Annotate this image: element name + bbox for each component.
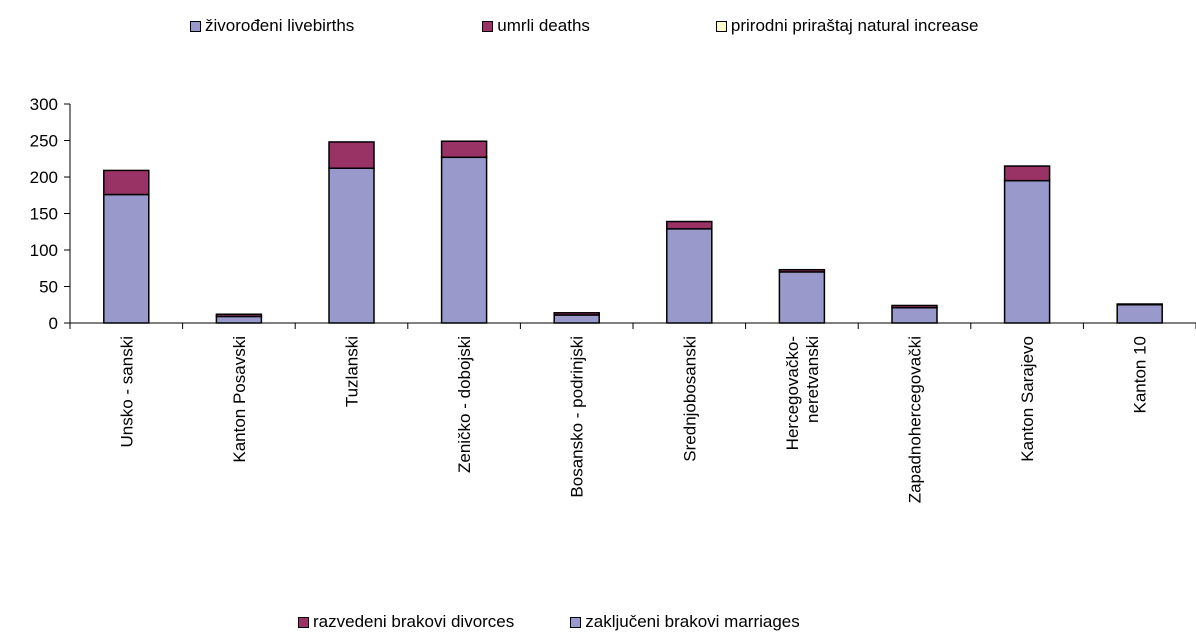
bottom-legend: razvedeni brakovi divorces zaključeni br… <box>298 612 800 632</box>
bar-divorces <box>440 140 488 159</box>
x-tick-label: Kanton 10 <box>1131 336 1150 414</box>
y-tick-label: 50 <box>39 278 58 297</box>
bar-divorces <box>553 312 600 316</box>
x-tick-label: Kanton Sarajevo <box>1018 336 1037 462</box>
bar-divorces <box>891 304 938 309</box>
x-tick-label: Unsko - sanski <box>117 336 136 447</box>
bar-divorces <box>328 141 375 169</box>
bar-divorces <box>778 268 826 273</box>
x-tick-label: Zapadnohercegovački <box>906 336 925 503</box>
x-tick-label: Zeničko - dobojski <box>455 336 474 473</box>
bar-marriages <box>666 228 713 324</box>
bar-marriages <box>1003 179 1051 324</box>
bar-divorces <box>1003 165 1051 182</box>
legend-label-livebirths: živorođeni livebirths <box>205 16 355 35</box>
legend-item-divorces: razvedeni brakovi divorces <box>298 612 514 632</box>
legend-label-natural-increase: prirodni priraštaj natural increase <box>730 16 979 35</box>
y-tick-label: 150 <box>30 205 58 224</box>
y-tick-label: 200 <box>30 168 58 187</box>
bar-marriages <box>553 314 600 324</box>
legend-item-deaths: umrli deaths <box>482 16 590 36</box>
x-tick-label: Kanton Posavski <box>230 336 249 463</box>
bar-marriages <box>215 315 263 324</box>
legend-swatch-deaths <box>482 20 494 32</box>
bar-marriages <box>103 193 150 324</box>
legend-item-natural-increase: prirodni priraštaj natural increase <box>715 16 979 36</box>
bar-marriages <box>891 306 938 324</box>
bar-marriages <box>328 167 375 324</box>
x-tick-label: Bosansko - podrinjski <box>568 336 587 498</box>
x-tick-label: Tuzlanski <box>343 336 362 407</box>
bar-divorces <box>666 220 713 230</box>
legend-label-marriages: zaključeni brakovi marriages <box>585 612 800 631</box>
x-tick-label: Srednjobosanski <box>680 336 699 462</box>
legend-label-deaths: umrli deaths <box>497 16 590 35</box>
legend-label-divorces: razvedeni brakovi divorces <box>313 612 515 631</box>
y-tick-label: 250 <box>30 132 58 151</box>
top-legend: živorođeni livebirths umrli deaths priro… <box>190 16 978 36</box>
bar-divorces <box>1116 303 1163 306</box>
legend-item-marriages: zaključeni brakovi marriages <box>570 612 800 632</box>
y-tick-label: 100 <box>30 241 58 260</box>
legend-swatch-divorces <box>298 616 309 628</box>
bar-divorces <box>215 313 263 318</box>
legend-swatch-natural-increase <box>715 20 727 32</box>
bar-divorces <box>103 169 150 196</box>
legend-swatch-marriages <box>570 616 582 628</box>
legend-swatch-livebirths <box>190 20 201 32</box>
bar-marriages <box>778 271 826 324</box>
bar-marriages <box>1116 304 1163 324</box>
x-tick-label: Hercegovačko-neretvanski <box>783 336 822 450</box>
y-tick-label: 0 <box>49 314 58 333</box>
legend-item-livebirths: živorođeni livebirths <box>190 16 354 36</box>
bar-marriages <box>440 156 488 324</box>
y-tick-label: 300 <box>30 95 58 114</box>
